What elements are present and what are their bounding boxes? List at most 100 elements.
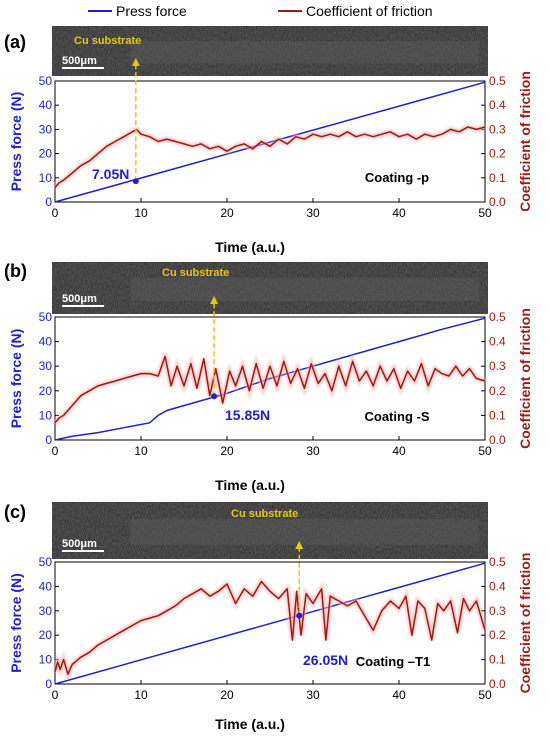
panel-label: (a) <box>4 32 26 52</box>
x-tick-label: 10 <box>134 206 148 220</box>
plot-frame <box>54 80 486 203</box>
sem-scratch-track <box>130 277 480 301</box>
y-tick-label: 0 <box>45 677 52 691</box>
friction-series-line <box>54 580 486 675</box>
force-series-line <box>54 81 486 203</box>
y-tick-label: 0 <box>45 433 52 447</box>
x-tick-label: 30 <box>306 206 320 220</box>
y2-tick-label: 0.0 <box>489 195 506 209</box>
image-caption: Cu substrate <box>74 35 141 47</box>
x-tick-label: 50 <box>478 688 492 702</box>
y2-tick-label: 0.4 <box>489 579 506 593</box>
x-tick-label: 40 <box>392 206 406 220</box>
y2-tick-label: 0.1 <box>489 171 506 185</box>
sem-scratch-track <box>130 41 480 64</box>
y2-tick-label: 0.2 <box>489 147 506 161</box>
x-tick-label: 20 <box>220 206 234 220</box>
y2-tick-label: 0.1 <box>489 408 506 422</box>
y2-axis-title: Coefficient of friction <box>517 71 533 212</box>
y-tick-label: 20 <box>39 147 53 161</box>
x-tick-label: 50 <box>478 444 492 458</box>
x-tick-label: 0 <box>52 444 59 458</box>
x-tick-label: 20 <box>220 688 234 702</box>
x-tick-label: 40 <box>392 688 406 702</box>
x-tick-label: 50 <box>478 206 492 220</box>
y2-tick-label: 0.3 <box>489 604 506 618</box>
critical-load-annotation: 15.85N <box>225 407 270 423</box>
x-tick-label: 0 <box>52 206 59 220</box>
y-tick-label: 40 <box>39 579 53 593</box>
x-tick-label: 0 <box>52 688 59 702</box>
x-tick-label: 30 <box>306 444 320 458</box>
y2-tick-label: 0.2 <box>489 628 506 642</box>
panel-label: (c) <box>4 502 26 522</box>
image-caption: Cu substrate <box>162 267 229 279</box>
y-tick-label: 40 <box>39 98 53 112</box>
y-tick-label: 50 <box>39 74 53 88</box>
y-axis-title: Press force (N) <box>8 573 24 673</box>
critical-load-point <box>132 178 139 185</box>
y-tick-label: 30 <box>39 604 53 618</box>
y2-axis-title: Coefficient of friction <box>517 308 533 449</box>
panel-2: (b) Cu substrate 500μm 0 10 20 30 40 50 0 10 20 30 40… <box>4 261 533 493</box>
y-axis-title: Press force (N) <box>8 92 24 192</box>
y-tick-label: 10 <box>39 171 53 185</box>
y2-tick-label: 0.0 <box>489 677 506 691</box>
y-tick-label: 50 <box>39 310 53 324</box>
legend-force-label: Press force <box>116 3 187 19</box>
critical-load-annotation: 26.05N <box>303 652 348 668</box>
x-tick-label: 30 <box>306 688 320 702</box>
y2-tick-label: 0.1 <box>489 653 506 667</box>
y-tick-label: 30 <box>39 122 53 136</box>
legend: Press force Coefficient of friction <box>88 3 433 19</box>
panel-3: (c) Cu substrate 500μm 0 10 20 30 40 50 0 10 20 30 40… <box>4 502 533 732</box>
image-caption: Cu substrate <box>231 508 298 520</box>
y2-tick-label: 0.5 <box>489 310 506 324</box>
y-tick-label: 10 <box>39 408 53 422</box>
y-tick-label: 20 <box>39 384 53 398</box>
friction-series-line <box>54 126 486 188</box>
y2-tick-label: 0.4 <box>489 98 506 112</box>
friction-series-line <box>54 355 486 424</box>
y2-axis-title: Coefficient of friction <box>517 553 533 694</box>
panel-label: (b) <box>4 261 27 281</box>
legend-friction-label: Coefficient of friction <box>306 3 433 19</box>
critical-load-annotation: 7.05N <box>92 166 129 182</box>
panel-1: (a) Cu substrate 500μm 0 10 20 30 40 50 0 10 20 30 40… <box>4 26 533 255</box>
y2-tick-label: 0.5 <box>489 555 506 569</box>
y-tick-label: 20 <box>39 628 53 642</box>
y-tick-label: 30 <box>39 359 53 373</box>
y-tick-label: 40 <box>39 335 53 349</box>
force-series-line <box>54 317 486 441</box>
y2-tick-label: 0.4 <box>489 335 506 349</box>
coating-label: Coating -S <box>365 409 430 424</box>
coating-label: Coating -p <box>365 170 429 185</box>
scale-bar-label: 500μm <box>62 55 97 67</box>
critical-load-point <box>296 612 303 619</box>
y2-tick-label: 0.0 <box>489 433 506 447</box>
coating-label: Coating –T1 <box>356 654 430 669</box>
critical-load-arrowhead <box>295 541 304 549</box>
force-series-line <box>54 562 486 685</box>
scale-bar-label: 500μm <box>62 293 97 305</box>
y-tick-label: 0 <box>45 195 52 209</box>
critical-load-point <box>211 393 218 400</box>
y2-tick-label: 0.3 <box>489 122 506 136</box>
y-tick-label: 10 <box>39 653 53 667</box>
y2-tick-label: 0.2 <box>489 384 506 398</box>
x-tick-label: 20 <box>220 444 234 458</box>
y2-tick-label: 0.3 <box>489 359 506 373</box>
x-axis-title: Time (a.u.) <box>215 716 285 732</box>
critical-load-arrowhead <box>210 296 219 304</box>
y-tick-label: 50 <box>39 555 53 569</box>
scale-bar-label: 500μm <box>62 538 97 550</box>
panels: (a) Cu substrate 500μm 0 10 20 30 40 50 0 10 20 30 40… <box>4 26 533 732</box>
y-axis-title: Press force (N) <box>8 329 24 429</box>
y2-tick-label: 0.5 <box>489 74 506 88</box>
x-axis-title: Time (a.u.) <box>215 477 285 493</box>
x-tick-label: 40 <box>392 444 406 458</box>
sem-scratch-track <box>130 519 480 545</box>
critical-load-arrowhead <box>131 58 140 66</box>
x-tick-label: 10 <box>134 444 148 458</box>
